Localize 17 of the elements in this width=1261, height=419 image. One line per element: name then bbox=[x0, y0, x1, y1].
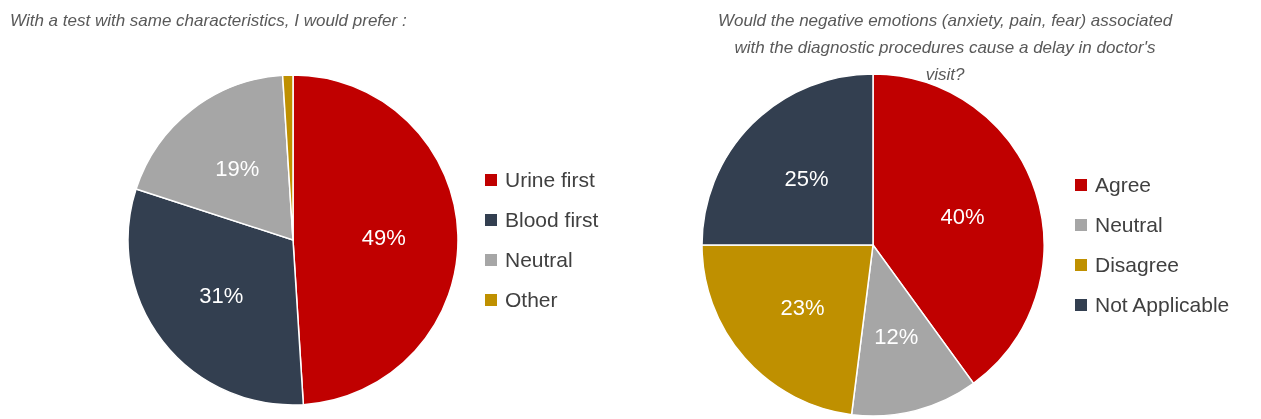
legend-label: Neutral bbox=[505, 248, 573, 272]
legend-label: Not Applicable bbox=[1095, 293, 1230, 317]
data-label: 23% bbox=[780, 294, 825, 320]
data-label: 40% bbox=[940, 203, 985, 229]
data-label: 12% bbox=[874, 323, 919, 349]
data-label: 31% bbox=[199, 283, 244, 309]
legend-label: Blood first bbox=[505, 208, 599, 232]
data-label: 49% bbox=[361, 224, 406, 250]
legend-label: Other bbox=[505, 288, 558, 312]
data-label: 19% bbox=[215, 155, 260, 181]
legend-label: Disagree bbox=[1095, 253, 1180, 277]
data-label: 25% bbox=[784, 166, 829, 192]
chart-title: With a test with same characteristics, I would prefer : bbox=[10, 11, 407, 30]
legend-label: Neutral bbox=[1095, 213, 1163, 237]
legend-label: Agree bbox=[1095, 173, 1152, 197]
chart-title: Would the negative emotions (anxiety, pain, fear) associated with the diagnostic procedures cause a delay in doctor's visit? bbox=[717, 11, 1173, 84]
legend-label: Urine first bbox=[505, 168, 596, 192]
